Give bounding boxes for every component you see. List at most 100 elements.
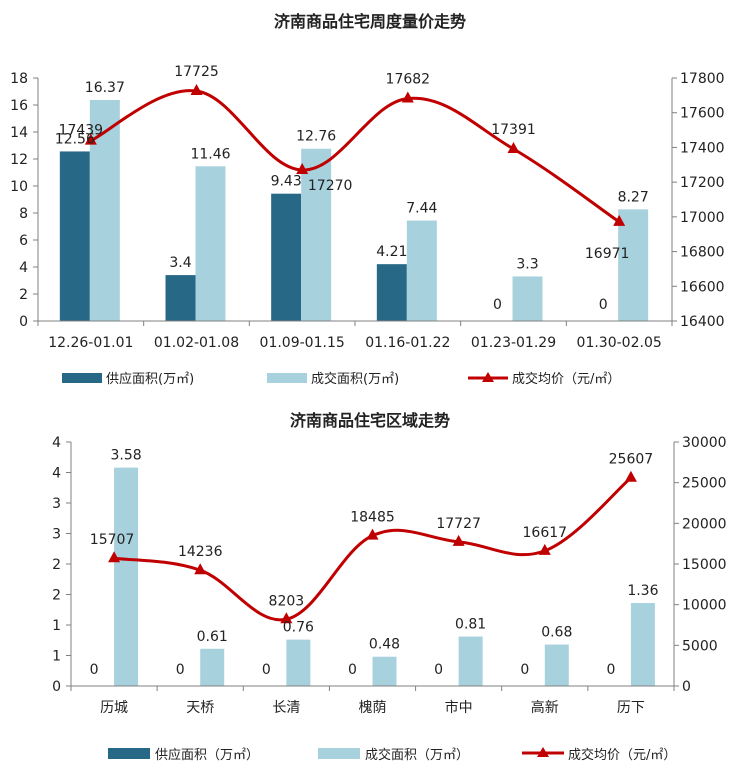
legend-swatch-supply bbox=[108, 748, 150, 759]
y2-tick-label: 17800 bbox=[680, 71, 725, 87]
price-point bbox=[624, 470, 637, 482]
supply-data-label: 0 bbox=[599, 297, 608, 313]
x-tick-label: 01.09-01.15 bbox=[260, 335, 345, 351]
supply-data-label: 0 bbox=[90, 662, 99, 678]
y2-tick-label: 17400 bbox=[680, 140, 725, 156]
y2-tick-label: 17200 bbox=[680, 175, 725, 191]
price-data-label: 18485 bbox=[350, 510, 395, 526]
y-tick-label: 8 bbox=[19, 206, 28, 222]
y-tick-label: 10 bbox=[10, 179, 28, 195]
deal-data-label: 0.48 bbox=[369, 637, 400, 653]
supply-bar bbox=[376, 264, 407, 321]
price-point bbox=[538, 543, 551, 555]
price-data-label: 17439 bbox=[59, 123, 104, 139]
price-data-label: 17682 bbox=[386, 71, 431, 87]
x-tick-label: 01.30-02.05 bbox=[577, 335, 662, 351]
deal-bar bbox=[301, 148, 332, 321]
x-tick-label: 天桥 bbox=[186, 700, 214, 716]
legend-label-deal: 成交面积(万㎡) bbox=[311, 371, 399, 387]
deal-data-label: 0.68 bbox=[541, 625, 572, 641]
legend-swatch-supply bbox=[62, 373, 102, 383]
price-data-label: 25607 bbox=[609, 452, 654, 468]
supply-data-label: 0 bbox=[348, 662, 357, 678]
deal-data-label: 0.76 bbox=[283, 620, 314, 636]
y2-tick-label: 20000 bbox=[682, 516, 727, 532]
y2-tick-label: 10000 bbox=[682, 598, 727, 614]
legend-label-price: 成交均价（元/㎡） bbox=[568, 747, 676, 763]
deal-bar bbox=[195, 166, 226, 321]
price-data-label: 17270 bbox=[308, 178, 353, 194]
x-tick-label: 01.02-01.08 bbox=[154, 335, 239, 351]
y-tick-label: 16 bbox=[10, 98, 28, 114]
y-tick-label: 12 bbox=[10, 152, 28, 168]
price-point bbox=[280, 612, 293, 624]
legend-label-supply: 供应面积（万㎡） bbox=[155, 747, 259, 763]
deal-bar bbox=[458, 636, 483, 686]
legend-swatch-deal bbox=[318, 748, 360, 759]
district-chart: 济南商品住宅区域走势 0 3.58 0 0.61 0 0.76 0 0.48 0 0.81 0 0.6… bbox=[52, 411, 726, 763]
price-point bbox=[190, 84, 203, 96]
deal-data-label: 8.27 bbox=[618, 189, 649, 205]
supply-data-label: 0 bbox=[493, 297, 502, 313]
y2-tick-label: 16800 bbox=[680, 245, 725, 261]
price-line bbox=[90, 89, 621, 224]
x-tick-label: 高新 bbox=[531, 699, 559, 716]
price-point bbox=[194, 563, 207, 575]
supply-data-label: 3.4 bbox=[169, 255, 191, 271]
deal-data-label: 11.46 bbox=[190, 146, 230, 162]
y-tick-label: 14 bbox=[10, 125, 28, 141]
y-tick-label: 18 bbox=[10, 71, 28, 87]
deal-bar bbox=[544, 644, 569, 686]
deal-bar bbox=[406, 220, 437, 321]
legend-swatch-price-marker bbox=[482, 372, 494, 382]
price-data-label: 16617 bbox=[523, 525, 568, 541]
legend-swatch-price-marker bbox=[537, 747, 549, 757]
x-tick-label: 01.16-01.22 bbox=[365, 335, 450, 351]
x-tick-label: 历城 bbox=[100, 700, 128, 716]
deal-data-label: 0.61 bbox=[197, 629, 228, 645]
x-tick-label: 槐荫 bbox=[359, 700, 387, 716]
x-tick-label: 12.26-01.01 bbox=[48, 335, 133, 351]
y-tick-label: 3 bbox=[52, 496, 61, 512]
supply-data-label: 0 bbox=[606, 662, 615, 678]
price-data-label: 15707 bbox=[90, 532, 135, 548]
deal-data-label: 12.76 bbox=[296, 129, 336, 145]
price-point bbox=[84, 133, 97, 145]
y2-tick-label: 0 bbox=[682, 679, 691, 695]
y-tick-label: 1 bbox=[52, 618, 61, 634]
price-point bbox=[296, 162, 309, 174]
price-data-label: 17727 bbox=[436, 516, 481, 532]
supply-data-label: 0 bbox=[520, 662, 529, 678]
price-data-label: 16971 bbox=[585, 246, 630, 262]
supply-data-label: 0 bbox=[434, 662, 443, 678]
y-tick-label: 2 bbox=[52, 588, 61, 604]
y-tick-label: 4 bbox=[52, 466, 61, 482]
y-tick-label: 0 bbox=[52, 679, 61, 695]
y2-tick-label: 16400 bbox=[680, 314, 725, 330]
y-tick-label: 4 bbox=[52, 435, 61, 451]
price-point bbox=[401, 91, 414, 103]
deal-data-label: 3.58 bbox=[110, 448, 141, 464]
y2-tick-label: 25000 bbox=[682, 476, 727, 492]
deal-data-label: 0.81 bbox=[455, 617, 486, 633]
supply-bar bbox=[165, 275, 196, 321]
x-tick-label: 市中 bbox=[445, 699, 473, 716]
deal-data-label: 1.36 bbox=[627, 583, 658, 599]
price-data-label: 8203 bbox=[269, 593, 305, 609]
deal-data-label: 7.44 bbox=[406, 201, 437, 217]
supply-data-label: 9.43 bbox=[271, 174, 302, 190]
y-tick-label: 1 bbox=[52, 649, 61, 665]
price-data-label: 17391 bbox=[491, 122, 536, 138]
district-chart-title: 济南商品住宅区域走势 bbox=[290, 411, 450, 430]
legend-label-price: 成交均价（元/㎡） bbox=[512, 371, 620, 387]
supply-bar bbox=[59, 151, 90, 321]
weekly-chart-title: 济南商品住宅周度量价走势 bbox=[274, 12, 466, 31]
y2-tick-label: 16600 bbox=[680, 279, 725, 295]
legend-swatch-deal bbox=[267, 373, 307, 383]
x-tick-label: 01.23-01.29 bbox=[471, 335, 556, 351]
price-point bbox=[452, 534, 465, 546]
price-data-label: 14236 bbox=[178, 544, 223, 560]
deal-bar bbox=[512, 276, 543, 321]
y-tick-label: 2 bbox=[52, 557, 61, 573]
